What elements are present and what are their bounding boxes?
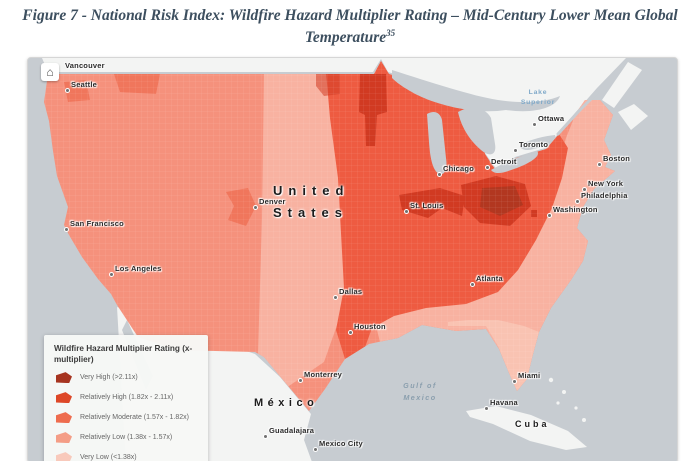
bahamas-island (562, 390, 566, 394)
city-dot (485, 407, 488, 410)
city-dot (471, 283, 474, 286)
legend-label: Relatively Moderate (1.57x - 1.82x) (80, 414, 189, 422)
legend-item: Relatively High (1.82x - 2.11x) (56, 392, 200, 404)
legend-item: Relatively Moderate (1.57x - 1.82x) (56, 412, 200, 424)
city-dot (405, 210, 408, 213)
legend-title: Wildfire Hazard Multiplier Rating (x-mul… (54, 344, 193, 365)
city-dot (576, 200, 579, 203)
city-dot (438, 173, 441, 176)
city-name: New York (588, 179, 624, 188)
bahamas-island (582, 418, 586, 422)
wildfire-hazard-map[interactable]: ⌂ Vancouver Seattle San Francisco Los Angel… (27, 57, 678, 461)
city-name: Chicago (443, 164, 474, 173)
city-dot (583, 188, 586, 191)
lake-ontario (520, 135, 556, 150)
bahamas-island (556, 401, 560, 405)
country-label: México (254, 397, 319, 409)
city-dot (513, 380, 516, 383)
city-name: San Francisco (70, 219, 124, 228)
water-label: Lake Superior (520, 89, 556, 107)
figure-title-text: Figure 7 - National Risk Index: Wildfire… (22, 7, 678, 47)
lake-huron (458, 107, 496, 155)
city-name: Los Angeles (115, 264, 162, 273)
water-label: Gulf of Mexico (403, 381, 437, 402)
city-dot (533, 123, 536, 126)
city-name: Houston (354, 322, 386, 331)
figure-title-footnote: 35 (386, 27, 396, 38)
city-dot (349, 331, 352, 334)
city-name: Ottawa (538, 114, 565, 123)
city-dot (264, 435, 267, 438)
city-name: St. Louis (410, 201, 444, 210)
city-dot (254, 206, 257, 209)
city-dot (314, 448, 317, 451)
city-dot (110, 273, 113, 276)
lake-michigan (427, 112, 447, 175)
city-name: Miami (518, 371, 541, 380)
city-name: Mexico City (319, 439, 363, 448)
legend-label: Very Low (<1.38x) (80, 454, 137, 461)
city-dot (334, 296, 337, 299)
city-dot (548, 214, 551, 217)
city-name: Boston (603, 154, 631, 163)
legend-item: Very Low (<1.38x) (56, 452, 200, 461)
country-label: Cuba (515, 419, 550, 429)
city-name: Seattle (71, 80, 97, 89)
legend-label: Very High (>2.11x) (80, 374, 138, 382)
city-name: Guadalajara (269, 426, 315, 435)
legend-label: Relatively High (1.82x - 2.11x) (80, 394, 174, 402)
canada-region (42, 58, 626, 170)
bahamas-island (574, 406, 578, 410)
city-dot (486, 166, 489, 169)
cuba-region (466, 406, 587, 450)
home-icon: ⌂ (46, 65, 54, 79)
legend-swatch (56, 452, 72, 461)
city-name: Monterrey (304, 370, 343, 379)
city-name: Vancouver (65, 61, 105, 70)
city-dot (66, 89, 69, 92)
legend-item: Very High (>2.11x) (56, 372, 200, 384)
st-lawrence-river (556, 90, 600, 136)
legend-swatch (56, 372, 72, 384)
legend-swatch (56, 412, 72, 424)
legend-swatch (56, 432, 72, 444)
city-name: Dallas (339, 287, 363, 296)
figure-title: Figure 7 - National Risk Index: Wildfire… (10, 6, 690, 49)
nova-scotia-region (618, 104, 648, 130)
city-name: Toronto (519, 140, 549, 149)
city-dot (299, 379, 302, 382)
gaspe-region (602, 62, 642, 108)
legend-label: Relatively Low (1.38x - 1.57x) (80, 434, 173, 442)
city-name: Atlanta (476, 274, 503, 283)
lake-erie (491, 151, 539, 174)
city-dot (65, 228, 68, 231)
legend-swatch (56, 392, 72, 404)
city-name: Havana (490, 398, 518, 407)
legend-panel: Wildfire Hazard Multiplier Rating (x-mul… (44, 335, 208, 461)
city-name: Detroit (491, 157, 517, 166)
city-name: Denver (259, 197, 286, 206)
city-dot (514, 149, 517, 152)
city-name: Washington (553, 205, 598, 214)
legend-items: Very High (>2.11x) Relatively High (1.82x… (54, 372, 200, 461)
home-button[interactable]: ⌂ (41, 63, 59, 81)
legend-item: Relatively Low (1.38x - 1.57x) (56, 432, 200, 444)
bahamas-island (548, 377, 554, 383)
city-dot (598, 163, 601, 166)
city-name: Philadelphia (581, 191, 628, 200)
lake-superior (392, 70, 560, 112)
country-label: United States (273, 183, 350, 221)
